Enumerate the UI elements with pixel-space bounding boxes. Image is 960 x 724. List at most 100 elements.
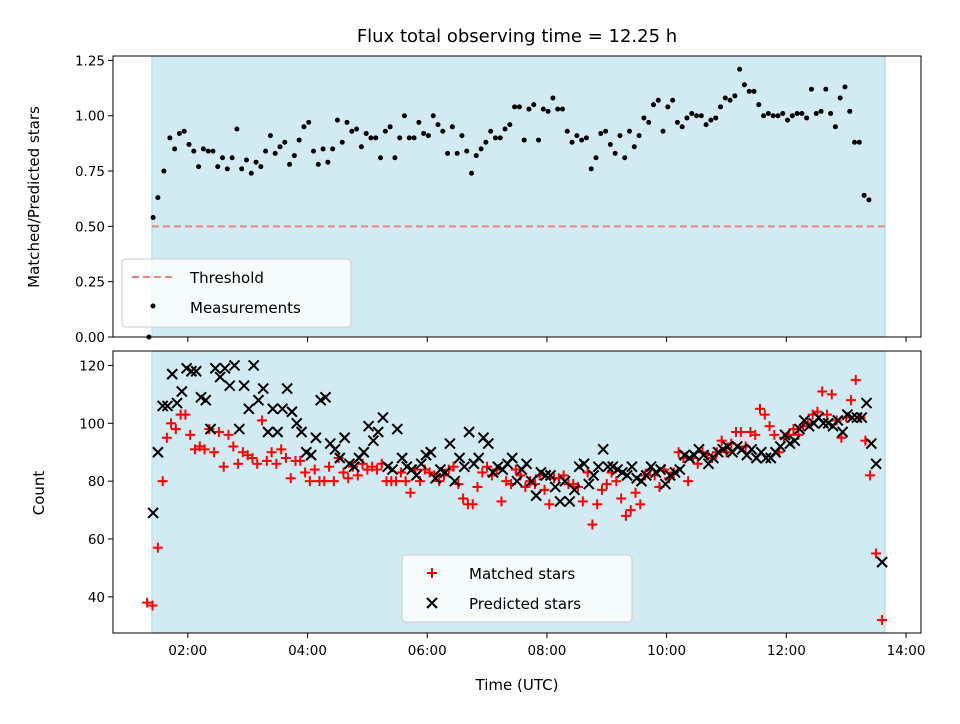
data-point — [330, 146, 336, 152]
data-point — [252, 458, 263, 469]
data-point — [152, 446, 164, 458]
count-y-axis-label: Count — [30, 471, 48, 516]
data-point — [549, 481, 562, 493]
chart-title: Flux total observing time = 12.25 h — [357, 26, 677, 47]
data-point — [751, 88, 757, 94]
data-point — [746, 88, 752, 94]
data-point — [199, 444, 210, 455]
data-point — [684, 115, 690, 121]
data-point — [826, 389, 837, 400]
data-point — [243, 157, 249, 163]
data-point — [512, 104, 518, 110]
data-point — [410, 469, 423, 482]
data-point — [530, 489, 542, 502]
data-point — [406, 135, 412, 141]
data-point — [794, 111, 800, 117]
data-point — [315, 161, 321, 167]
data-point — [850, 374, 861, 385]
data-point — [338, 432, 351, 444]
data-point — [328, 476, 339, 487]
data-point — [577, 496, 588, 507]
x-tick-label: 06:00 — [408, 643, 447, 659]
data-point — [587, 519, 598, 530]
data-point — [703, 122, 709, 128]
data-point — [531, 102, 537, 108]
data-point — [161, 168, 167, 174]
x-axis-label: Time (UTC) — [475, 676, 559, 694]
ratio-legend: Threshold Measurements — [121, 258, 352, 328]
data-point — [257, 382, 269, 395]
data-point — [454, 150, 460, 156]
data-point — [689, 111, 695, 117]
data-point — [568, 484, 581, 496]
ratio-y-tick-label: 0.00 — [75, 330, 105, 346]
data-point — [224, 166, 230, 172]
data-point — [735, 426, 746, 437]
data-point — [520, 481, 531, 492]
data-point — [510, 464, 521, 475]
x-tick-label: 08:00 — [527, 643, 566, 659]
data-point — [228, 359, 241, 372]
data-point — [276, 444, 287, 455]
data-point — [415, 458, 427, 470]
data-point — [559, 106, 565, 112]
predicted-stars-series — [147, 359, 888, 568]
data-point — [596, 484, 607, 495]
data-point — [397, 135, 403, 141]
data-point — [186, 142, 192, 148]
data-point — [458, 460, 471, 473]
data-point — [185, 365, 198, 377]
data-point — [506, 452, 518, 464]
data-point — [488, 128, 494, 134]
data-point — [817, 417, 830, 430]
data-point — [354, 126, 360, 132]
predicted-stars-legend-marker — [426, 597, 438, 609]
data-point — [267, 403, 279, 415]
data-point — [597, 443, 609, 456]
count-legend: Matched stars Predicted stars — [401, 554, 633, 623]
data-point — [272, 150, 278, 156]
data-point — [267, 133, 273, 139]
data-point — [822, 409, 833, 420]
data-point — [319, 391, 332, 403]
data-point — [220, 155, 226, 161]
data-point — [185, 429, 196, 440]
data-point — [176, 130, 182, 136]
data-point — [306, 119, 312, 125]
data-point — [161, 400, 174, 412]
data-point — [142, 597, 153, 608]
data-point — [167, 135, 173, 141]
data-point — [223, 429, 234, 440]
data-point — [544, 499, 555, 510]
data-point — [325, 159, 331, 165]
data-point — [395, 467, 406, 478]
data-point — [789, 113, 795, 119]
data-point — [472, 481, 483, 492]
data-point — [425, 446, 437, 458]
data-point — [368, 135, 374, 141]
data-point — [737, 66, 743, 72]
data-point — [478, 146, 484, 152]
data-point — [799, 111, 805, 117]
data-point — [622, 155, 628, 161]
data-point — [362, 420, 375, 432]
data-point — [161, 432, 172, 443]
data-point — [204, 423, 217, 435]
data-point — [788, 424, 799, 435]
data-point — [382, 128, 388, 134]
data-point — [804, 115, 810, 121]
data-point — [842, 84, 848, 90]
count-y-tick-label: 40 — [88, 590, 105, 606]
data-point — [578, 458, 590, 470]
data-point — [396, 452, 408, 464]
data-point — [756, 102, 762, 108]
data-point — [338, 467, 349, 478]
data-point — [358, 144, 364, 150]
data-point — [392, 155, 398, 161]
data-point — [770, 113, 776, 119]
data-point — [496, 496, 507, 507]
x-tick-label: 14:00 — [887, 643, 926, 659]
data-point — [774, 440, 787, 453]
data-point — [865, 470, 876, 481]
data-point — [779, 429, 791, 441]
